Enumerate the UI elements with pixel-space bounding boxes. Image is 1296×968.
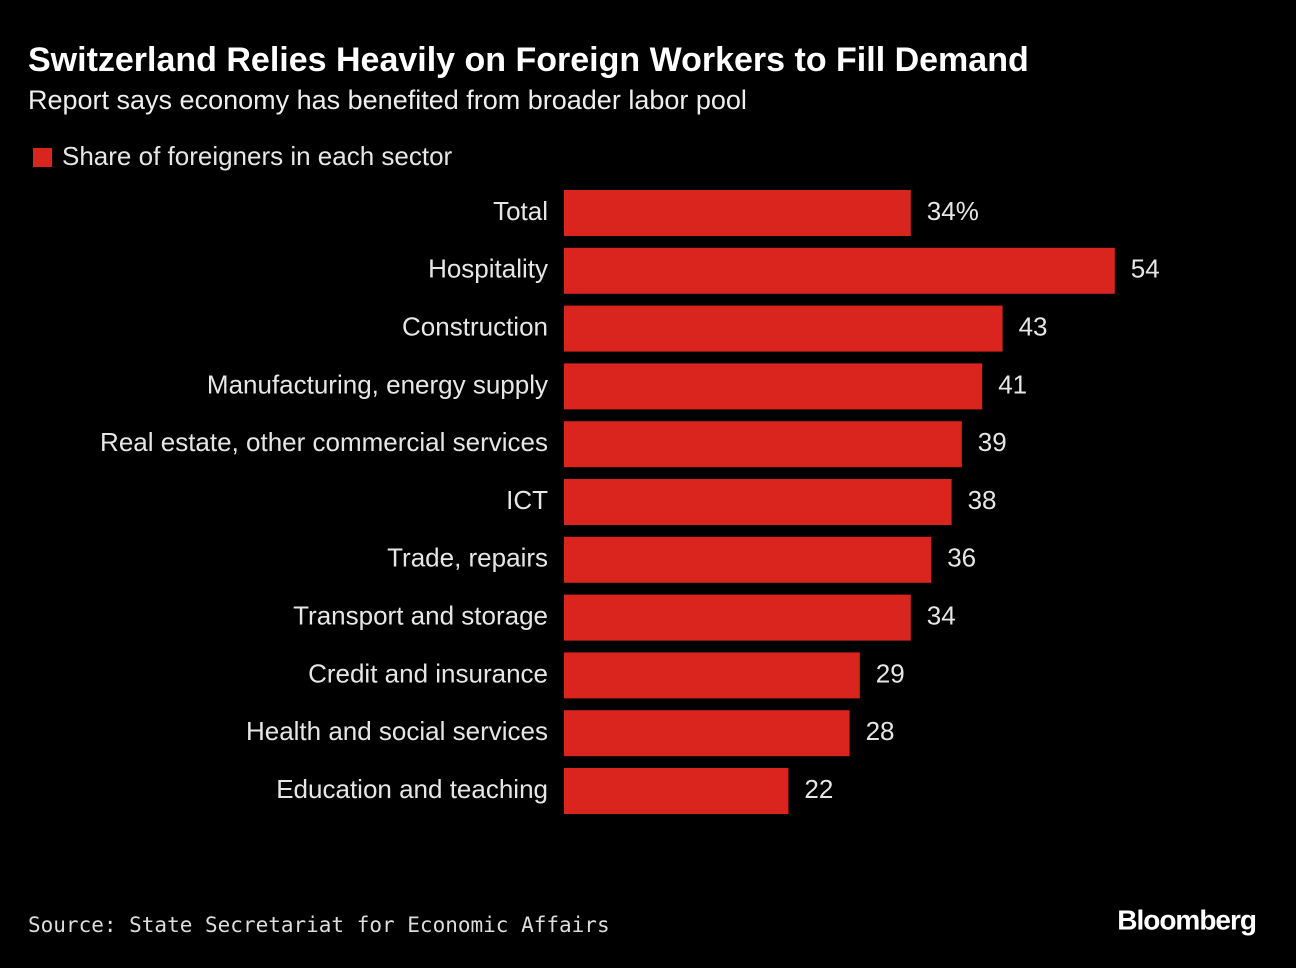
value-label: 38 (968, 485, 997, 515)
y-tick-label: Trade, repairs (387, 543, 548, 573)
value-label: 36 (947, 543, 976, 573)
bar (564, 421, 962, 468)
y-tick-label: Total (493, 196, 548, 226)
bar (564, 768, 789, 814)
bar (564, 305, 1003, 352)
value-label: 34% (927, 196, 979, 226)
legend-label: Share of foreigners in each sector (62, 141, 453, 171)
value-label: 28 (866, 716, 895, 746)
y-tick-label: ICT (506, 485, 548, 515)
bar (564, 363, 983, 410)
bar (564, 247, 1115, 294)
value-label: 54 (1131, 254, 1160, 284)
source: Source: State Secretariat for Economic A… (28, 913, 610, 937)
legend-swatch (33, 148, 52, 167)
y-tick-label: Credit and insurance (308, 658, 548, 688)
value-label: 41 (998, 369, 1027, 399)
brand-logo: Bloomberg (1117, 904, 1256, 935)
bar (564, 536, 932, 583)
bar (564, 652, 860, 699)
bar (564, 190, 911, 236)
y-tick-label: Manufacturing, energy supply (207, 369, 548, 399)
value-label: 43 (1019, 311, 1048, 341)
chart-subtitle: Report says economy has benefited from b… (28, 85, 747, 115)
value-label: 34 (927, 600, 956, 630)
y-tick-label: Construction (402, 311, 548, 341)
y-tick-label: Health and social services (246, 716, 548, 746)
bar (564, 594, 911, 641)
y-tick-label: Education and teaching (276, 774, 548, 804)
value-label: 29 (876, 658, 905, 688)
bar (564, 479, 952, 525)
y-tick-label: Hospitality (428, 254, 548, 284)
value-label: 39 (978, 427, 1007, 457)
bar (564, 710, 850, 757)
y-tick-label: Real estate, other commercial services (100, 427, 548, 457)
chart-title: Switzerland Relies Heavily on Foreign Wo… (28, 41, 1029, 79)
value-label: 22 (804, 774, 833, 804)
y-tick-label: Transport and storage (293, 600, 548, 630)
